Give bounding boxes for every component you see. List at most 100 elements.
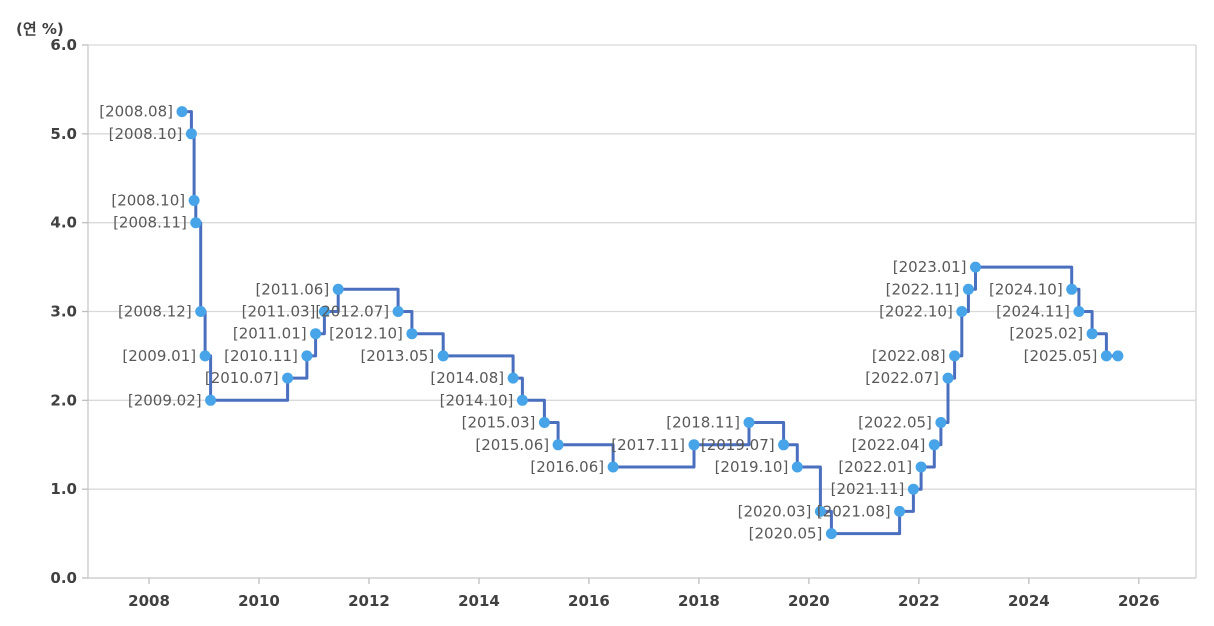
x-tick-label: 2020 bbox=[788, 592, 830, 610]
data-point-marker bbox=[332, 283, 344, 295]
data-point-marker bbox=[199, 350, 211, 362]
y-tick-label: 0.0 bbox=[50, 569, 77, 587]
data-point-label: [2024.10] bbox=[989, 280, 1063, 298]
x-tick-label: 2008 bbox=[128, 592, 170, 610]
data-point-label: [2019.10] bbox=[715, 458, 789, 476]
data-point-label: [2020.03] bbox=[738, 502, 812, 520]
data-point-marker bbox=[437, 350, 449, 362]
data-point-marker bbox=[538, 417, 550, 428]
data-point-marker bbox=[318, 306, 330, 317]
x-tick-label: 2022 bbox=[898, 592, 940, 610]
data-point-label: [2022.11] bbox=[886, 280, 960, 298]
data-point-label: [2016.06] bbox=[530, 458, 604, 476]
data-point-marker bbox=[942, 372, 954, 384]
data-point-marker bbox=[743, 417, 755, 428]
data-point-labels: [2008.08] [2008.10] [2008.10] [2008.11] [200… bbox=[99, 103, 1097, 543]
data-point-marker bbox=[688, 439, 700, 451]
data-point-label: [2009.02] bbox=[128, 391, 202, 409]
y-axis-unit-label: (연 %) bbox=[16, 20, 64, 38]
x-tick-label: 2012 bbox=[348, 592, 390, 610]
y-tick-label: 6.0 bbox=[50, 36, 77, 54]
data-point-marker bbox=[310, 328, 322, 340]
tick-marks bbox=[82, 44, 1140, 584]
data-point-label: [2017.11] bbox=[611, 436, 685, 454]
data-point-marker bbox=[970, 261, 981, 273]
y-tick-label: 1.0 bbox=[50, 480, 77, 498]
data-point-label: [2020.05] bbox=[749, 525, 823, 543]
data-point-label: [2013.05] bbox=[360, 347, 434, 365]
data-point-marker bbox=[825, 528, 837, 540]
data-point-label: [2019.07] bbox=[701, 436, 775, 454]
x-tick-label: 2024 bbox=[1008, 592, 1050, 610]
y-tick-label: 3.0 bbox=[50, 303, 77, 321]
data-point-marker bbox=[962, 283, 974, 295]
data-point-marker bbox=[205, 394, 217, 406]
axis-tick-labels: 0.0 1.0 2.0 3.0 4.0 5.0 6.0 2008 2010 2012 2014 201… bbox=[50, 36, 1159, 610]
data-point-label: [2022.04] bbox=[852, 436, 926, 454]
data-point-label: [2008.12] bbox=[118, 303, 192, 321]
data-point-marker bbox=[778, 439, 790, 451]
data-point-label: [2025.05] bbox=[1024, 347, 1098, 365]
data-point-label: [2022.10] bbox=[879, 303, 953, 321]
x-tick-label: 2026 bbox=[1118, 592, 1160, 610]
data-point-label: [2023.01] bbox=[893, 258, 967, 276]
y-tick-label: 5.0 bbox=[50, 125, 77, 143]
data-point-label: [2014.08] bbox=[430, 369, 504, 387]
data-point-marker bbox=[406, 328, 418, 340]
data-point-label: [2008.10] bbox=[109, 125, 183, 143]
latest-point-marker bbox=[1112, 350, 1124, 362]
data-point-marker bbox=[185, 128, 197, 140]
data-point-label: [2012.10] bbox=[329, 325, 403, 343]
data-point-marker bbox=[195, 306, 207, 317]
data-point-markers bbox=[176, 106, 1124, 540]
x-tick-label: 2010 bbox=[238, 592, 280, 610]
data-point-marker bbox=[935, 417, 947, 428]
data-point-marker bbox=[507, 372, 519, 384]
data-point-marker bbox=[894, 505, 906, 517]
data-point-label: [2010.07] bbox=[205, 369, 279, 387]
data-point-label: [2012.07] bbox=[315, 303, 389, 321]
rate-step-line bbox=[180, 110, 1120, 536]
data-point-marker bbox=[928, 439, 940, 451]
data-point-label: [2021.08] bbox=[817, 502, 891, 520]
data-point-label: [2015.06] bbox=[475, 436, 549, 454]
data-point-label: [2008.08] bbox=[99, 103, 173, 121]
data-point-label: [2011.06] bbox=[255, 280, 329, 298]
data-point-label: [2010.11] bbox=[224, 347, 298, 365]
data-point-label: [2008.11] bbox=[113, 214, 187, 232]
data-point-marker bbox=[949, 350, 961, 362]
data-point-marker bbox=[552, 439, 564, 451]
data-point-marker bbox=[301, 350, 313, 362]
data-point-marker bbox=[1066, 283, 1078, 295]
data-point-label: [2021.11] bbox=[831, 480, 905, 498]
data-point-marker bbox=[392, 306, 404, 317]
data-point-marker bbox=[1073, 306, 1085, 317]
data-point-marker bbox=[607, 461, 619, 473]
data-point-label: [2011.03] bbox=[242, 303, 316, 321]
data-point-label: [2009.01] bbox=[122, 347, 196, 365]
data-point-marker bbox=[176, 106, 188, 118]
data-point-marker bbox=[1100, 350, 1112, 362]
data-point-label: [2022.05] bbox=[858, 414, 932, 432]
x-tick-label: 2016 bbox=[568, 592, 610, 610]
data-point-label: [2024.11] bbox=[996, 303, 1070, 321]
y-tick-label: 2.0 bbox=[50, 391, 77, 409]
data-point-label: [2015.03] bbox=[462, 414, 536, 432]
data-point-label: [2022.01] bbox=[838, 458, 912, 476]
y-tick-label: 4.0 bbox=[50, 214, 77, 232]
x-tick-label: 2014 bbox=[458, 592, 500, 610]
data-point-marker bbox=[907, 483, 919, 495]
data-point-marker bbox=[915, 461, 927, 473]
data-point-marker bbox=[516, 394, 528, 406]
data-point-label: [2022.07] bbox=[865, 369, 939, 387]
data-point-label: [2011.01] bbox=[233, 325, 307, 343]
data-point-marker bbox=[282, 372, 294, 384]
data-point-label: [2022.08] bbox=[872, 347, 946, 365]
data-point-marker bbox=[190, 217, 202, 229]
x-tick-label: 2018 bbox=[678, 592, 720, 610]
data-point-label: [2025.02] bbox=[1009, 325, 1083, 343]
data-point-label: [2018.11] bbox=[666, 414, 740, 432]
data-point-marker bbox=[188, 195, 200, 206]
